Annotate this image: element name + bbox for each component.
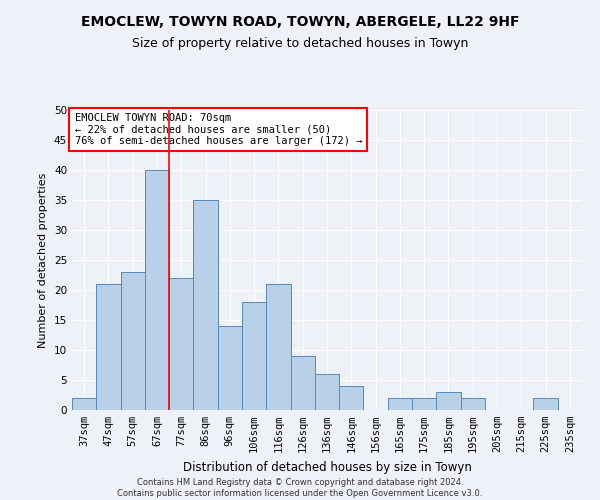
Bar bbox=[72, 398, 96, 410]
Bar bbox=[315, 374, 339, 410]
X-axis label: Distribution of detached houses by size in Towyn: Distribution of detached houses by size … bbox=[182, 460, 472, 473]
Text: EMOCLEW TOWYN ROAD: 70sqm
← 22% of detached houses are smaller (50)
76% of semi-: EMOCLEW TOWYN ROAD: 70sqm ← 22% of detac… bbox=[74, 113, 362, 146]
Bar bbox=[412, 398, 436, 410]
Text: Contains HM Land Registry data © Crown copyright and database right 2024.
Contai: Contains HM Land Registry data © Crown c… bbox=[118, 478, 482, 498]
Bar bbox=[461, 398, 485, 410]
Bar bbox=[145, 170, 169, 410]
Bar bbox=[242, 302, 266, 410]
Bar bbox=[169, 278, 193, 410]
Text: EMOCLEW, TOWYN ROAD, TOWYN, ABERGELE, LL22 9HF: EMOCLEW, TOWYN ROAD, TOWYN, ABERGELE, LL… bbox=[81, 15, 519, 29]
Text: Size of property relative to detached houses in Towyn: Size of property relative to detached ho… bbox=[132, 38, 468, 51]
Bar bbox=[218, 326, 242, 410]
Bar bbox=[339, 386, 364, 410]
Bar bbox=[388, 398, 412, 410]
Bar bbox=[533, 398, 558, 410]
Bar bbox=[290, 356, 315, 410]
Y-axis label: Number of detached properties: Number of detached properties bbox=[38, 172, 49, 348]
Bar bbox=[121, 272, 145, 410]
Bar bbox=[96, 284, 121, 410]
Bar bbox=[266, 284, 290, 410]
Bar bbox=[193, 200, 218, 410]
Bar bbox=[436, 392, 461, 410]
